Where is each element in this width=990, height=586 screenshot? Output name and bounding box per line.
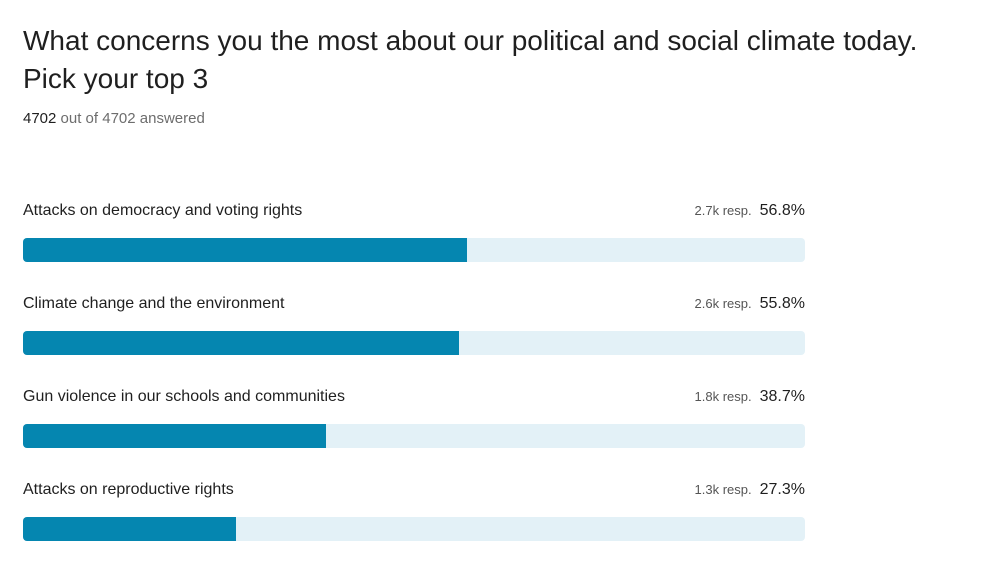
result-row: Climate change and the environment 2.6k r… — [23, 293, 805, 386]
bar-fill — [23, 238, 468, 262]
bar-track — [23, 517, 805, 541]
results-chart: Attacks on democracy and voting rights 2.… — [23, 200, 805, 572]
option-stats: 2.7k resp. 56.8% — [695, 202, 805, 220]
percent-label: 38.7% — [759, 388, 805, 405]
percent-label: 55.8% — [759, 295, 805, 312]
option-label: Attacks on reproductive rights — [23, 481, 234, 498]
survey-header: What concerns you the most about our pol… — [23, 22, 973, 127]
result-row: Attacks on reproductive rights 1.3k resp.… — [23, 479, 805, 572]
result-row-header: Gun violence in our schools and communit… — [23, 386, 805, 410]
percent-label: 56.8% — [759, 202, 805, 219]
bar-fill — [23, 331, 460, 355]
result-row-header: Attacks on reproductive rights 1.3k resp.… — [23, 479, 805, 503]
option-stats: 1.3k resp. 27.3% — [695, 481, 805, 499]
response-count: 1.3k resp. — [694, 482, 752, 497]
question-title: What concerns you the most about our pol… — [23, 25, 918, 94]
bar-track — [23, 424, 805, 448]
answered-count: 4702 out of 4702 answered — [23, 110, 973, 127]
result-row-header: Attacks on democracy and voting rights 2.… — [23, 200, 805, 224]
bar-track — [23, 238, 805, 262]
response-count: 2.6k resp. — [694, 296, 752, 311]
result-row: Gun violence in our schools and communit… — [23, 386, 805, 479]
result-row-header: Climate change and the environment 2.6k r… — [23, 293, 805, 317]
answered-number: 4702 — [23, 110, 57, 127]
response-count: 2.7k resp. — [694, 203, 752, 218]
answered-text: out of 4702 answered — [56, 110, 205, 127]
bar-fill — [23, 517, 237, 541]
bar-fill — [23, 424, 326, 448]
option-label: Gun violence in our schools and communit… — [23, 388, 345, 405]
result-row: Attacks on democracy and voting rights 2.… — [23, 200, 805, 293]
option-label: Attacks on democracy and voting rights — [23, 202, 303, 219]
percent-label: 27.3% — [759, 481, 805, 498]
option-stats: 2.6k resp. 55.8% — [695, 295, 805, 313]
bar-track — [23, 331, 805, 355]
option-label: Climate change and the environment — [23, 295, 285, 312]
option-stats: 1.8k resp. 38.7% — [695, 388, 805, 406]
response-count: 1.8k resp. — [694, 389, 752, 404]
